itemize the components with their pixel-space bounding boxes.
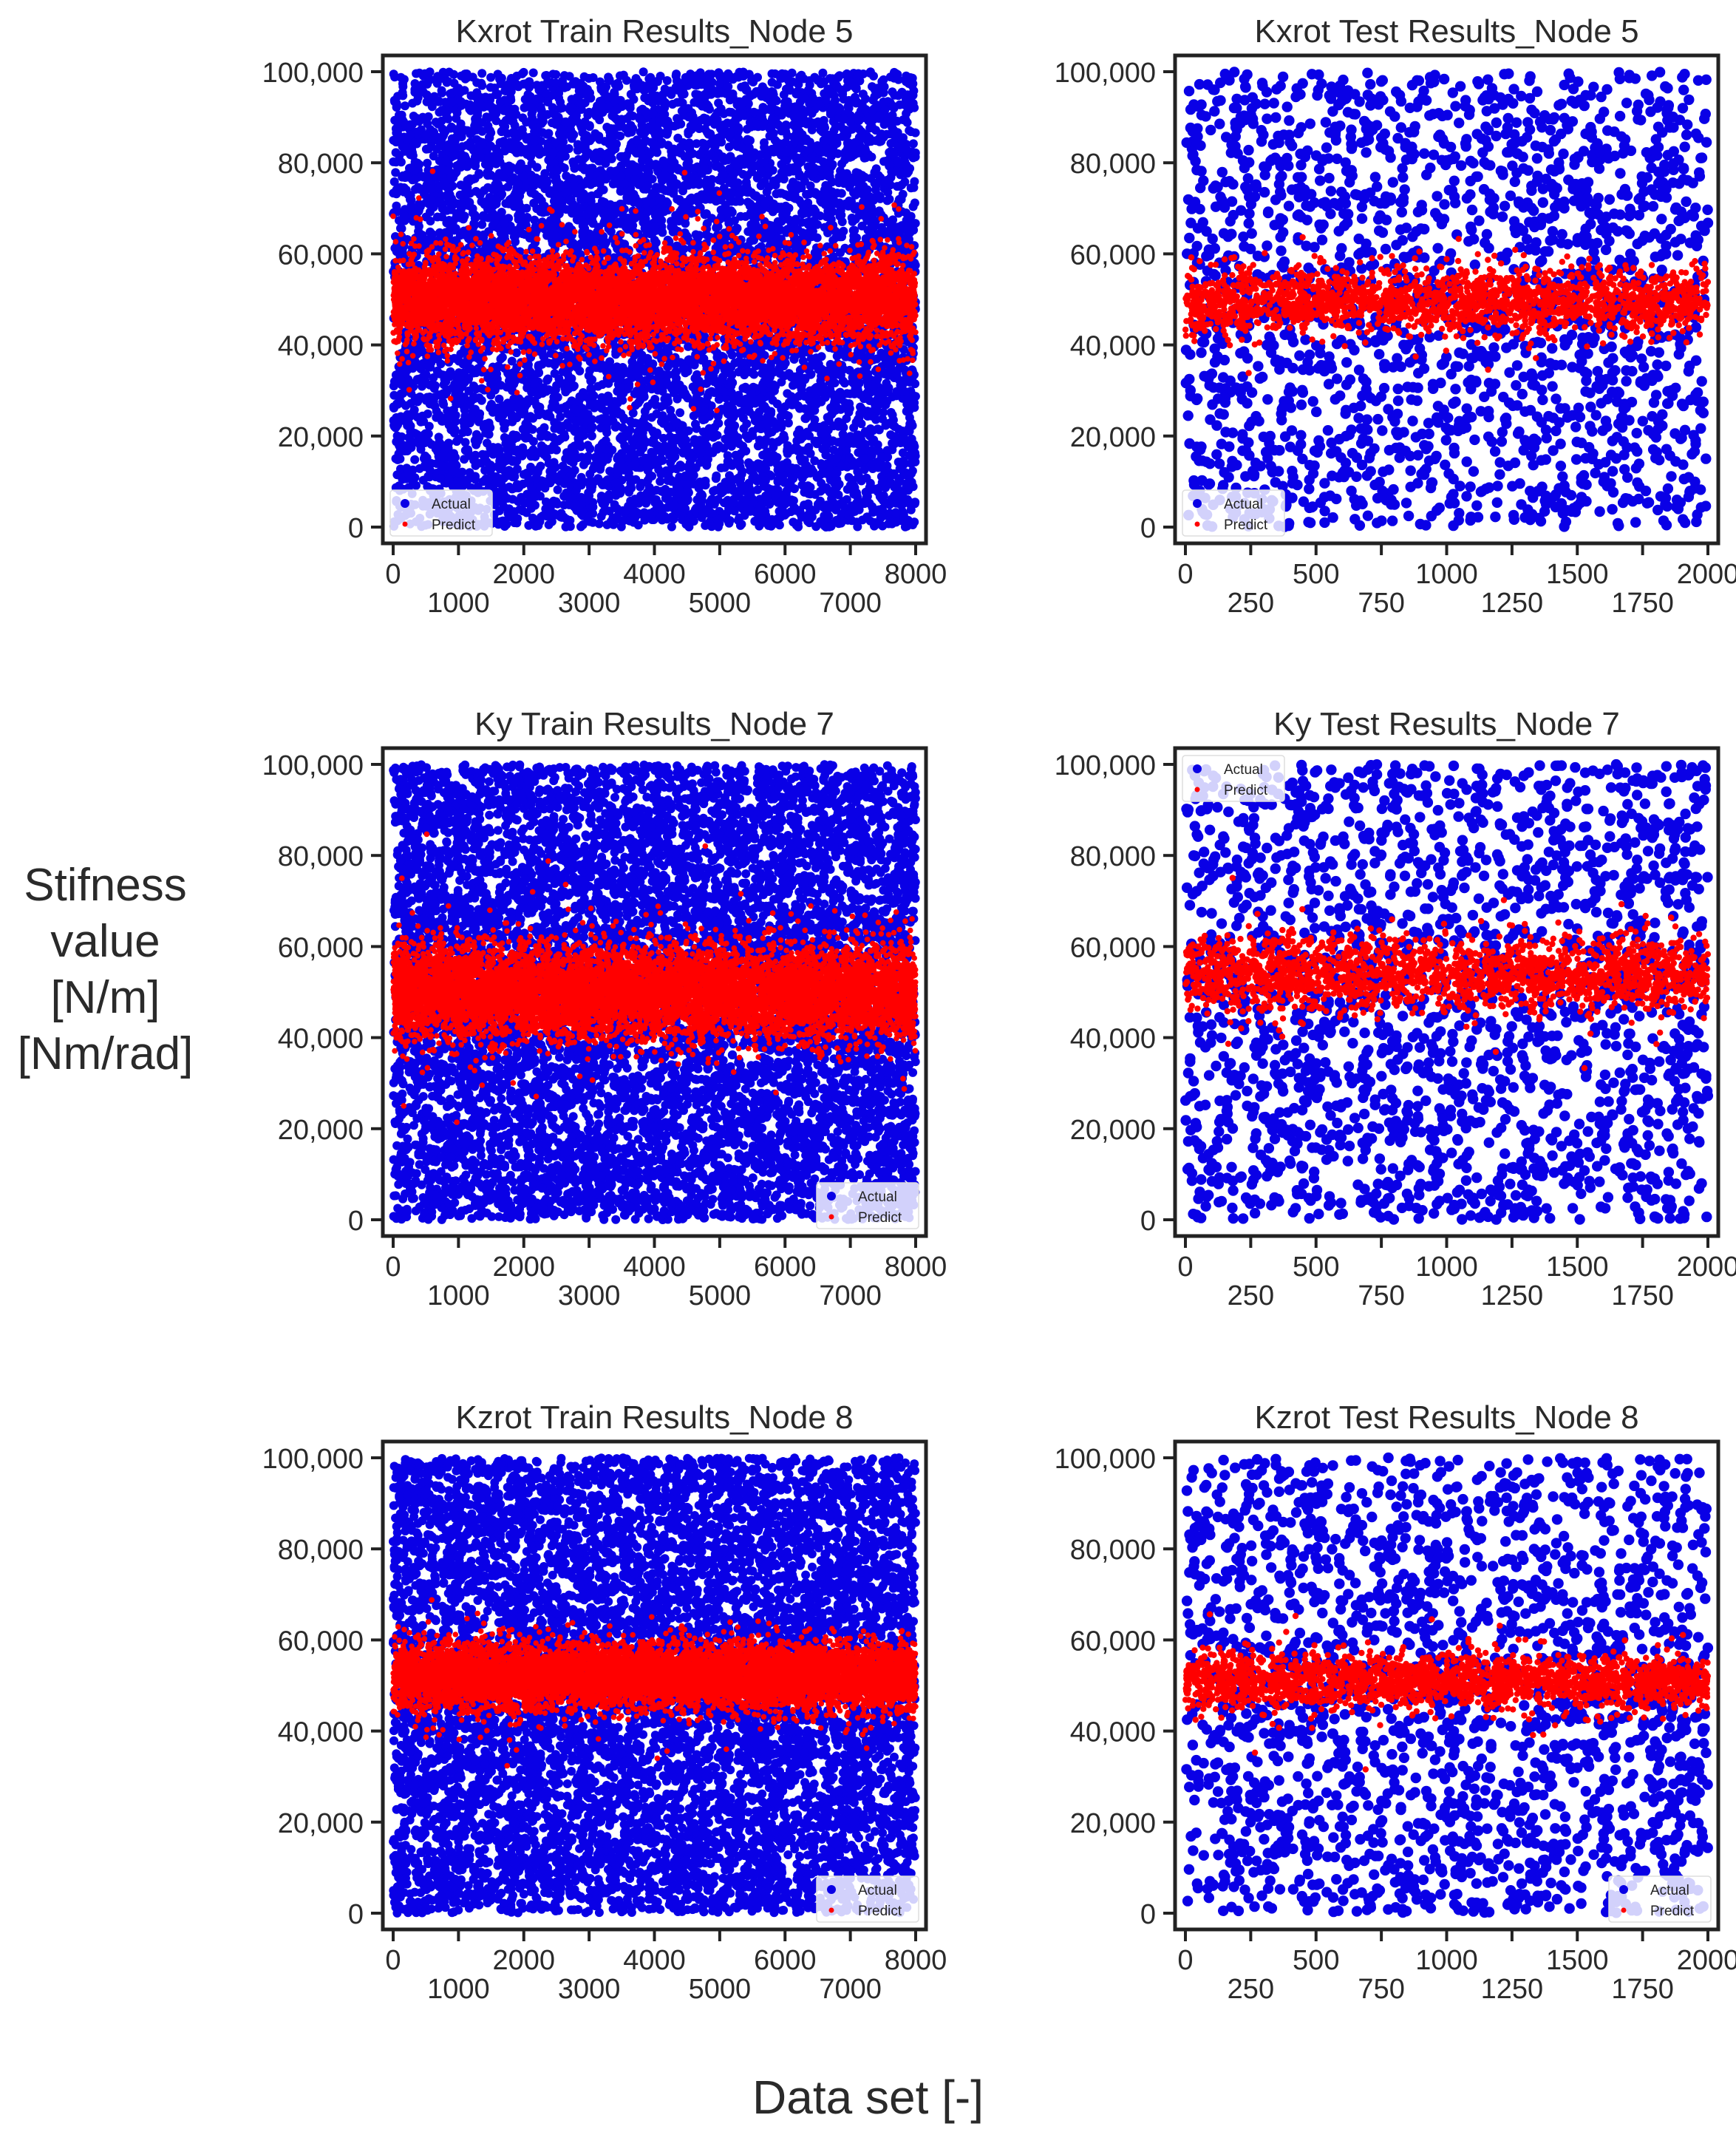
point-actual xyxy=(401,101,409,110)
y-label-line-1: Stifness xyxy=(0,858,211,914)
y-label-line-2: value xyxy=(0,914,211,970)
point-actual xyxy=(663,76,672,85)
y-label-line-4: [Nm/rad] xyxy=(0,1026,211,1082)
chart-panel-1: Kxrot Train Results_Node 5020,00040,0006… xyxy=(262,13,947,619)
point-actual xyxy=(392,148,401,157)
y-label-line-3: [N/m] xyxy=(0,970,211,1026)
figure-y-axis-label: Stifness value [N/m] [Nm/rad] xyxy=(0,858,211,1082)
